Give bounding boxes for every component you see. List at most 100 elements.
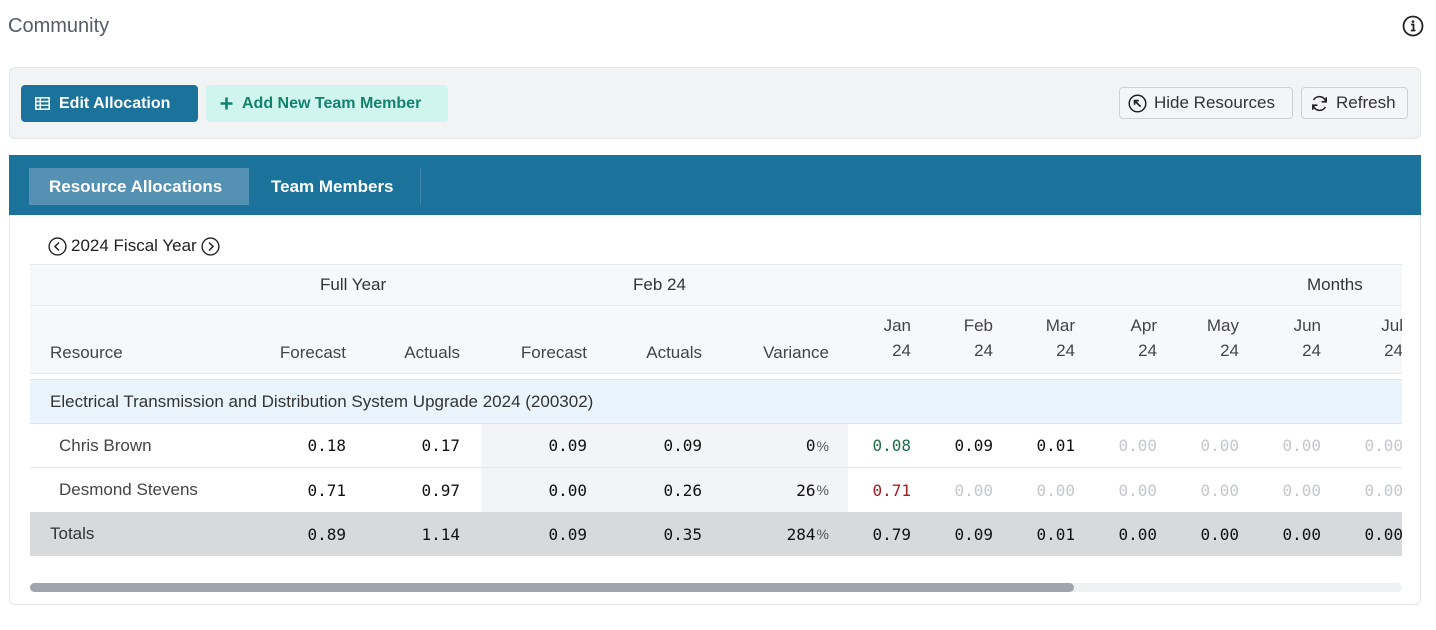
- month-year: 24: [974, 341, 993, 360]
- month-name: Jun: [1293, 316, 1321, 335]
- month-name: Apr: [1130, 316, 1157, 335]
- month-cell-jul[interactable]: 0.00: [1364, 480, 1402, 500]
- month-cell-apr[interactable]: 0.00: [1118, 480, 1157, 500]
- fy-forecast-cell[interactable]: 0.18: [307, 436, 346, 455]
- percent-sign: %: [816, 437, 829, 454]
- resource-name: Desmond Stevens: [59, 480, 198, 499]
- variance-cell[interactable]: 0%: [710, 424, 829, 467]
- hide-resources-button[interactable]: Hide Resources: [1119, 87, 1293, 119]
- month-cell-may[interactable]: 0.00: [1200, 480, 1239, 500]
- page-header: Community: [8, 12, 1424, 42]
- month-cell-jul[interactable]: 0.00: [1364, 436, 1402, 455]
- variance-cell[interactable]: 26%: [710, 468, 829, 512]
- refresh-icon: [1310, 94, 1329, 113]
- info-icon[interactable]: [1402, 15, 1424, 37]
- month-forecast-cell[interactable]: 0.09: [548, 436, 587, 455]
- resource-column-header[interactable]: Resource: [50, 343, 123, 362]
- fy-actuals-total: 1.14: [421, 524, 460, 544]
- table-row[interactable]: Desmond Stevens 0.71 0.97 0.00 0.26 26% …: [30, 468, 1402, 512]
- month-cell-jan[interactable]: 0.71: [872, 480, 911, 500]
- refresh-button[interactable]: Refresh: [1301, 87, 1408, 119]
- month-header-jan[interactable]: Jan 24: [850, 306, 911, 373]
- edit-allocation-label: Edit Allocation: [59, 94, 171, 112]
- previous-year-icon[interactable]: [48, 236, 67, 256]
- tab-resource-allocations[interactable]: Resource Allocations: [29, 168, 249, 205]
- variance-value: 26: [796, 480, 816, 500]
- months-header: Months: [1307, 275, 1363, 294]
- month-cell-jan[interactable]: 0.08: [872, 436, 911, 455]
- month-forecast-total: 0.09: [548, 524, 587, 544]
- percent-sign: %: [816, 482, 829, 498]
- fy-forecast-cell[interactable]: 0.71: [307, 480, 346, 500]
- fy-actuals-cell[interactable]: 0.17: [421, 436, 460, 455]
- month-forecast-cell[interactable]: 0.00: [548, 480, 587, 500]
- percent-sign: %: [816, 526, 829, 542]
- month-cell-may[interactable]: 0.00: [1200, 436, 1239, 455]
- variance-value: 0: [805, 436, 816, 455]
- refresh-label: Refresh: [1336, 93, 1396, 112]
- variance-value: 284: [786, 524, 816, 544]
- month-header-feb[interactable]: Feb 24: [932, 306, 993, 373]
- month-total-apr: 0.00: [1118, 524, 1157, 544]
- month-year: 24: [892, 341, 911, 360]
- month-header-jul[interactable]: Jul 24: [1342, 306, 1402, 373]
- project-group-row[interactable]: Electrical Transmission and Distribution…: [30, 379, 1402, 424]
- fy-actuals-cell[interactable]: 0.97: [421, 480, 460, 500]
- add-team-member-button[interactable]: Add New Team Member: [206, 85, 448, 122]
- month-cell-jun[interactable]: 0.00: [1282, 480, 1321, 500]
- full-year-header: Full Year: [320, 275, 387, 294]
- month-forecast-header[interactable]: Forecast: [520, 343, 587, 362]
- allocation-grid: Full Year Feb 24 Months Resource Forecas…: [30, 264, 1402, 556]
- month-cell-mar[interactable]: 0.01: [1036, 436, 1075, 455]
- next-year-icon[interactable]: [201, 236, 220, 256]
- table-icon: [35, 97, 50, 110]
- month-actuals-header[interactable]: Actuals: [646, 343, 702, 362]
- hide-resources-label: Hide Resources: [1154, 93, 1275, 112]
- month-header-apr[interactable]: Apr 24: [1096, 306, 1157, 373]
- fiscal-year-label: 2024 Fiscal Year: [71, 236, 197, 255]
- month-cell-jun[interactable]: 0.00: [1282, 436, 1321, 455]
- variance-header[interactable]: Variance: [763, 343, 829, 362]
- tab-team-members[interactable]: Team Members: [251, 168, 421, 205]
- toolbar: Edit Allocation Add New Team Member Hide…: [9, 67, 1421, 139]
- horizontal-scrollbar[interactable]: [30, 583, 1402, 592]
- month-name: May: [1206, 316, 1239, 335]
- month-cell-feb[interactable]: 0.00: [954, 480, 993, 500]
- month-cell-mar[interactable]: 0.00: [1036, 480, 1075, 500]
- month-name: Jul: [1381, 316, 1402, 335]
- month-year: 24: [1056, 341, 1075, 360]
- allocations-panel: 2024 Fiscal Year Full Year Feb 24 Months…: [9, 215, 1421, 605]
- column-header-row: Resource Forecast Actuals Forecast Actua…: [30, 306, 1402, 374]
- resource-name: Chris Brown: [59, 435, 152, 455]
- fy-forecast-header[interactable]: Forecast: [279, 343, 346, 362]
- month-total-mar: 0.01: [1036, 524, 1075, 544]
- fy-forecast-total: 0.89: [307, 524, 346, 544]
- month-year: 24: [1384, 341, 1402, 360]
- scrollbar-thumb[interactable]: [30, 583, 1074, 592]
- plus-icon: [220, 97, 233, 110]
- group-header-row: Full Year Feb 24 Months: [30, 264, 1402, 306]
- month-cell-apr[interactable]: 0.00: [1118, 436, 1157, 455]
- month-cell-feb[interactable]: 0.09: [954, 436, 993, 455]
- totals-label: Totals: [50, 524, 95, 543]
- current-month-header: Feb 24: [633, 275, 686, 294]
- fy-actuals-header[interactable]: Actuals: [404, 343, 460, 362]
- table-row[interactable]: Chris Brown 0.18 0.17 0.09 0.09 0% 0.08 …: [30, 424, 1402, 468]
- month-total-feb: 0.09: [954, 524, 993, 544]
- month-header-jun[interactable]: Jun 24: [1260, 306, 1321, 373]
- month-name: Jan: [883, 316, 911, 335]
- add-team-member-label: Add New Team Member: [242, 94, 422, 112]
- totals-row: Totals 0.89 1.14 0.09 0.35 284% 0.79 0.0…: [30, 512, 1402, 556]
- month-year: 24: [1220, 341, 1239, 360]
- month-total-jul: 0.00: [1364, 524, 1402, 544]
- month-total-may: 0.00: [1200, 524, 1239, 544]
- tab-bar: Resource Allocations Team Members: [9, 155, 1421, 215]
- edit-allocation-button[interactable]: Edit Allocation: [21, 85, 198, 122]
- month-header-mar[interactable]: Mar 24: [1014, 306, 1075, 373]
- month-actuals-cell[interactable]: 0.09: [663, 436, 702, 455]
- month-actuals-cell[interactable]: 0.26: [663, 480, 702, 500]
- month-header-may[interactable]: May 24: [1178, 306, 1239, 373]
- variance-total: 284%: [710, 512, 829, 556]
- current-month-shade: [481, 424, 848, 467]
- month-name: Mar: [1045, 316, 1075, 335]
